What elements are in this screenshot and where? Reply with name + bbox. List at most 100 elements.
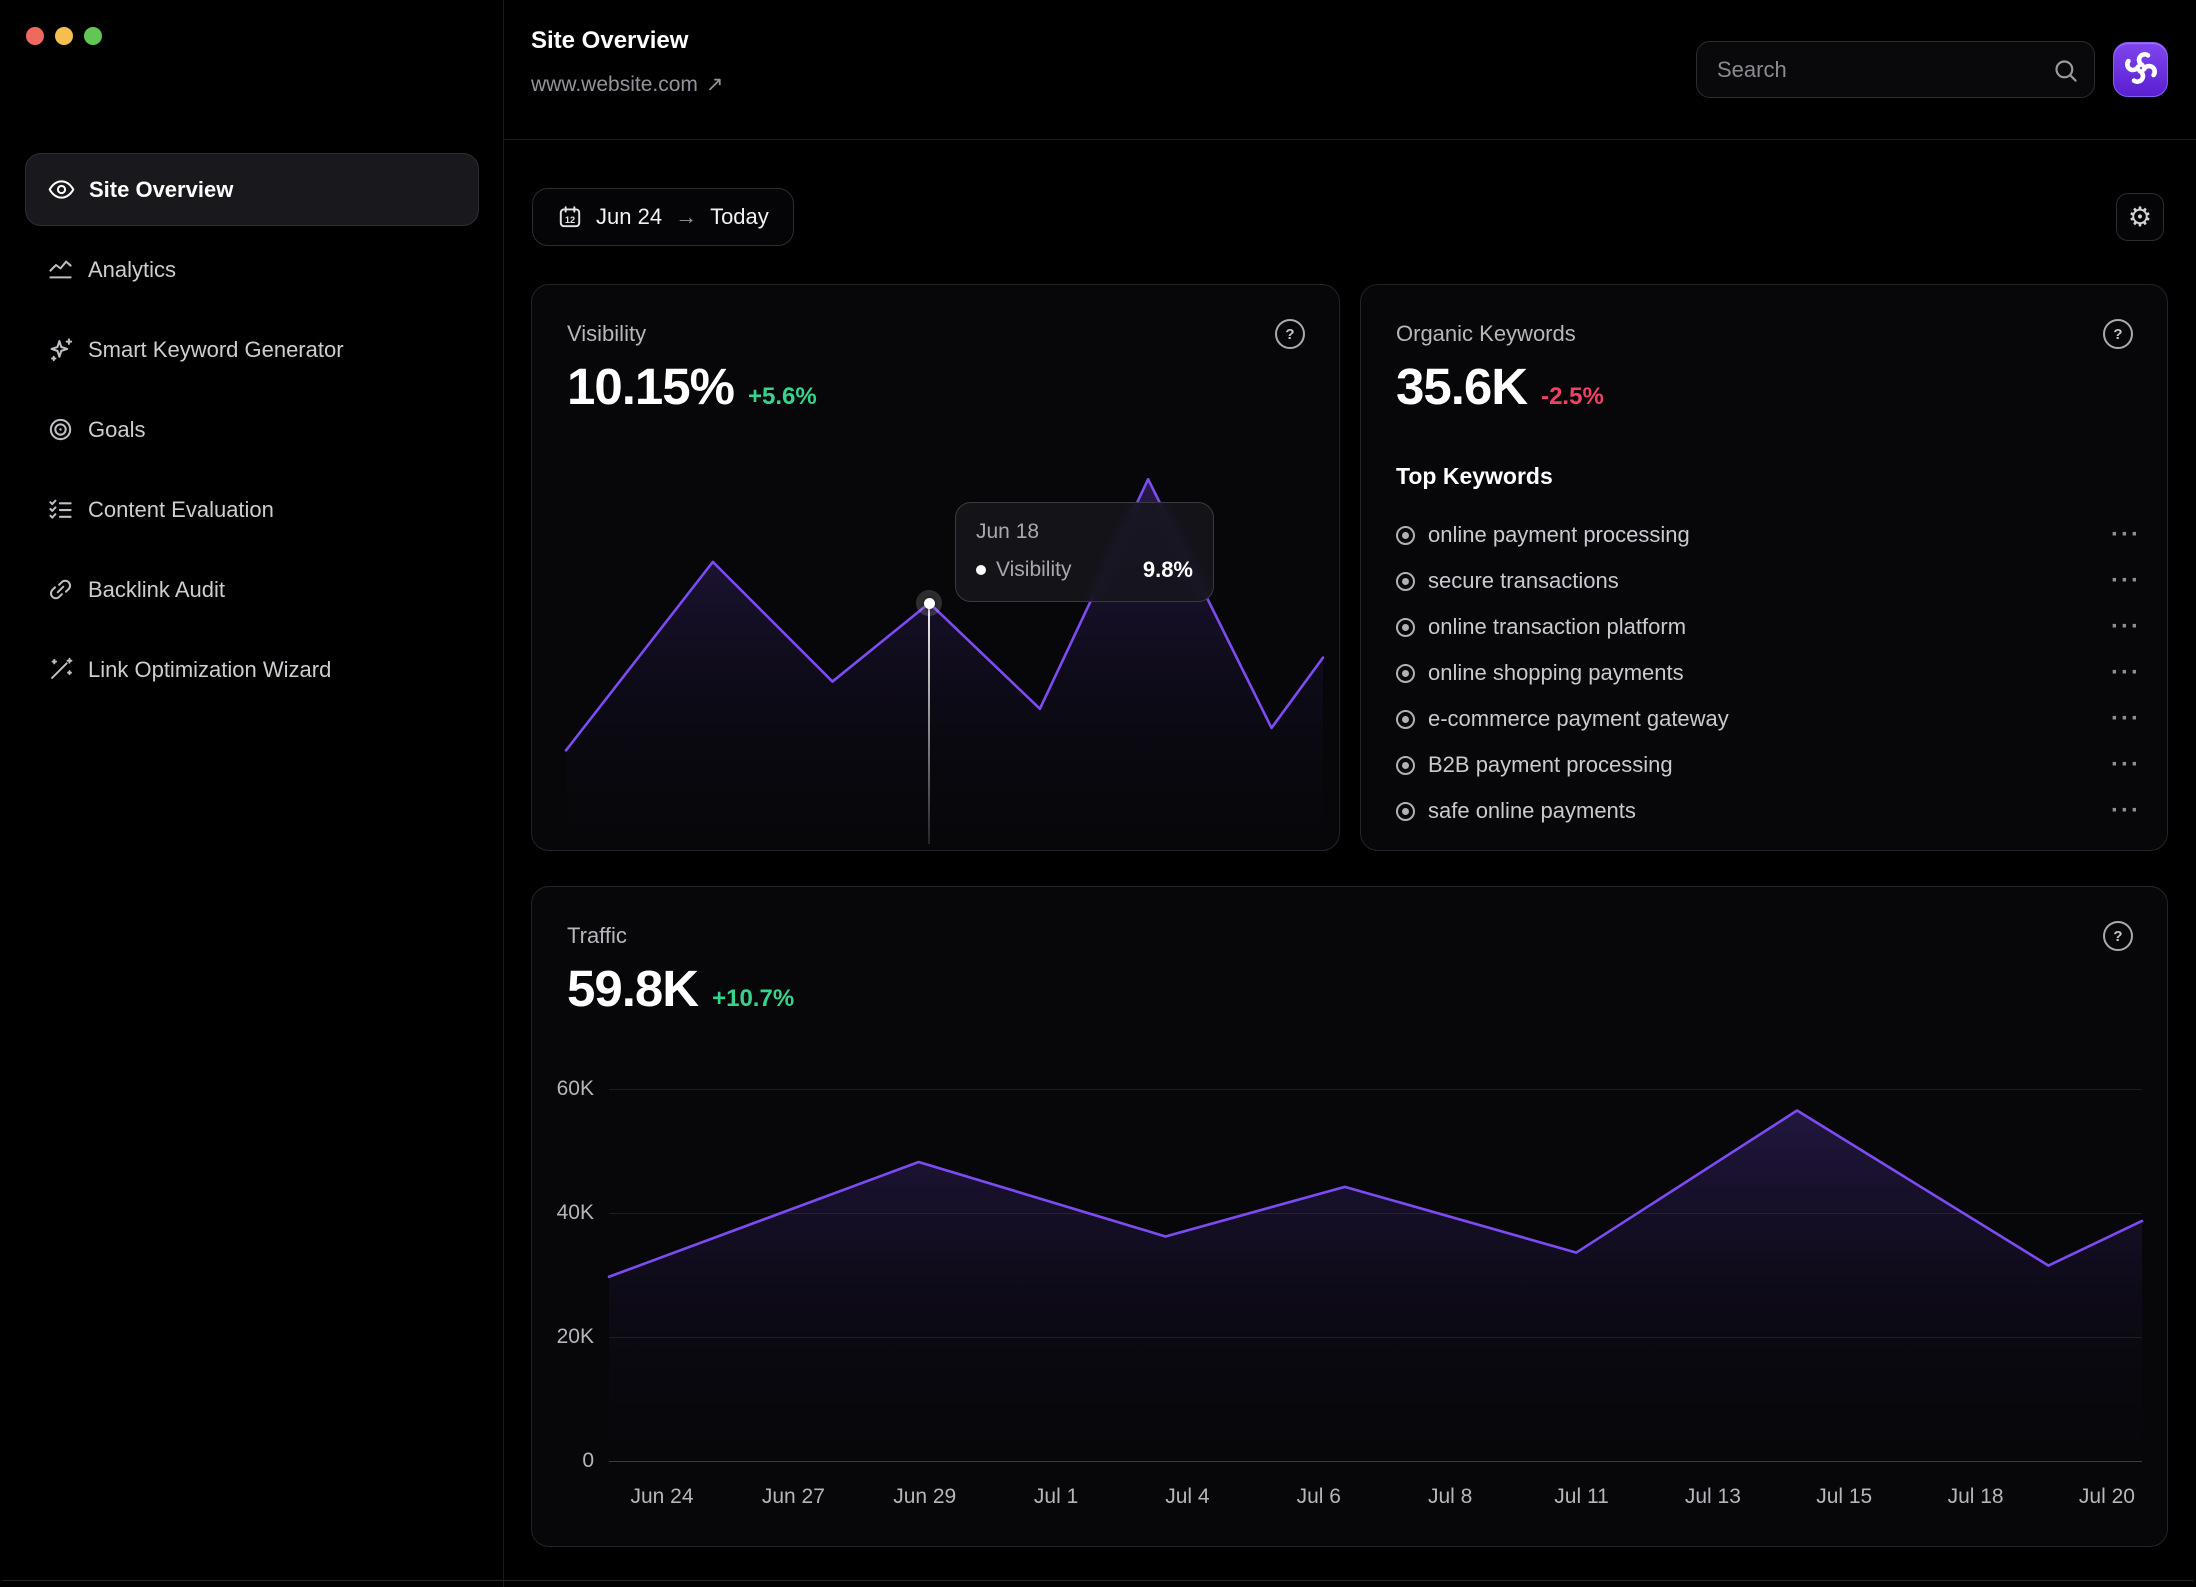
- x-tick-label: Jun 29: [893, 1485, 957, 1508]
- target-icon: [47, 416, 74, 443]
- date-range-start: Jun 24: [596, 204, 663, 229]
- x-tick-label: Jul 11: [1554, 1485, 1609, 1508]
- link-icon: [47, 576, 74, 603]
- sidebar-item-analytics[interactable]: Analytics: [25, 233, 479, 306]
- gridline: [609, 1461, 2142, 1462]
- wand-sparkles-icon: [47, 656, 74, 683]
- close-button[interactable]: [26, 27, 44, 45]
- sidebar-item-label: Goals: [88, 416, 146, 442]
- line-chart-icon: [47, 256, 74, 283]
- site-url: www.website.com: [531, 72, 698, 96]
- traffic-card-title: Traffic: [567, 923, 627, 948]
- gear-icon: ⚙: [2127, 201, 2153, 233]
- top-keywords-heading: Top Keywords: [1396, 463, 1553, 489]
- keyword-menu-ellipsis[interactable]: ···: [2111, 659, 2141, 686]
- organic-keywords-delta: -2.5%: [1541, 383, 1604, 410]
- help-icon[interactable]: ?: [2103, 921, 2133, 951]
- keyword-row[interactable]: online payment processing ···: [1396, 512, 2141, 558]
- x-tick-label: Jul 1: [1033, 1485, 1079, 1508]
- x-tick-label: Jul 13: [1684, 1485, 1741, 1508]
- minimize-button[interactable]: [55, 27, 73, 45]
- sparkles-icon: [47, 336, 74, 363]
- list-checks-icon: [47, 496, 74, 523]
- keyword-label: safe online payments: [1428, 798, 1636, 823]
- sidebar-item-label: Content Evaluation: [88, 496, 274, 522]
- window-controls: [26, 27, 102, 45]
- sidebar-item-label: Analytics: [88, 256, 177, 282]
- traffic-value: 59.8K: [567, 960, 699, 1017]
- keyword-row[interactable]: online shopping payments ···: [1396, 650, 2141, 696]
- window-bottom-edge: [0, 1580, 2196, 1587]
- target-dot-icon: [1396, 617, 1415, 637]
- target-dot-icon: [1396, 663, 1415, 683]
- visibility-value: 10.15%: [567, 358, 735, 415]
- keyword-label: secure transactions: [1428, 568, 1619, 593]
- sidebar-item-label: Backlink Audit: [88, 576, 225, 602]
- header-divider: [504, 139, 2196, 140]
- x-tick-label: Jul 15: [1816, 1485, 1873, 1508]
- y-tick-label: 20K: [556, 1324, 594, 1348]
- keywords-list: online payment processing ··· secure trans…: [1396, 512, 2141, 834]
- sidebar-item-label: Smart Keyword Generator: [88, 336, 344, 362]
- sidebar-item-backlink-audit[interactable]: Backlink Audit: [25, 553, 479, 626]
- tooltip-value: 9.8%: [1142, 557, 1193, 582]
- settings-button[interactable]: ⚙: [2116, 193, 2164, 241]
- sidebar-item-goals[interactable]: Goals: [25, 393, 479, 466]
- sidebar-item-label: Site Overview: [89, 176, 234, 202]
- visibility-card-title: Visibility: [567, 321, 647, 346]
- keyword-row[interactable]: online transaction platform ···: [1396, 604, 2141, 650]
- keyword-menu-ellipsis[interactable]: ···: [2111, 521, 2141, 548]
- help-icon[interactable]: ?: [2103, 319, 2133, 349]
- keyword-label: online transaction platform: [1428, 614, 1687, 639]
- organic-keywords-card: Organic Keywords ? 35.6K -2.5% Top Keywo…: [1360, 284, 2168, 851]
- target-dot-icon: [1396, 801, 1415, 821]
- keyword-row[interactable]: safe online payments ···: [1396, 788, 2141, 834]
- keyword-label: online shopping payments: [1428, 660, 1684, 685]
- keyword-menu-ellipsis[interactable]: ···: [2111, 705, 2141, 732]
- target-dot-icon: [1396, 571, 1415, 591]
- sidebar: Site Overview Analytics Smart Keyword Gene…: [0, 0, 504, 1587]
- search-input[interactable]: [1697, 42, 2094, 97]
- help-icon[interactable]: ?: [1275, 319, 1305, 349]
- keyword-label: B2B payment processing: [1428, 752, 1673, 777]
- x-tick-label: Jul 8: [1427, 1485, 1473, 1508]
- y-tick-label: 40K: [556, 1200, 594, 1224]
- pinwheel-logo-icon: [2123, 50, 2159, 89]
- organic-keywords-value: 35.6K: [1396, 358, 1528, 415]
- search-box: [1696, 41, 2095, 98]
- gridline: [609, 1088, 2142, 1090]
- keyword-menu-ellipsis[interactable]: ···: [2111, 613, 2141, 640]
- x-tick-label: Jun 24: [630, 1485, 694, 1508]
- keyword-row[interactable]: B2B payment processing ···: [1396, 742, 2141, 788]
- tooltip-date: Jun 18: [976, 520, 1040, 543]
- external-link-icon: ↗: [705, 73, 724, 96]
- x-tick-label: Jun 27: [761, 1485, 825, 1508]
- site-url-link[interactable]: www.website.com ↗: [531, 72, 724, 97]
- x-tick-label: Jul 20: [2078, 1485, 2135, 1508]
- keyword-menu-ellipsis[interactable]: ···: [2111, 567, 2141, 594]
- sidebar-item-content-evaluation[interactable]: Content Evaluation: [25, 473, 479, 546]
- keyword-menu-ellipsis[interactable]: ···: [2111, 797, 2141, 824]
- sidebar-item-site-overview[interactable]: Site Overview: [25, 153, 479, 226]
- keyword-row[interactable]: e-commerce payment gateway ···: [1396, 696, 2141, 742]
- zoom-button[interactable]: [84, 27, 102, 45]
- eye-icon: [48, 176, 75, 203]
- date-range-picker[interactable]: 12 Jun 24 → Today: [532, 188, 794, 246]
- target-dot-icon: [1396, 709, 1415, 729]
- traffic-card: Traffic ? 59.8K +10.7% 60K 40K 20K 0 Jun 24 J…: [531, 886, 2168, 1547]
- app-logo-button[interactable]: [2113, 42, 2168, 97]
- visibility-card: Visibility ? 10.15% +5.6% Jun 18 Visibil…: [531, 284, 1340, 851]
- keyword-row[interactable]: secure transactions ···: [1396, 558, 2141, 604]
- keyword-menu-ellipsis[interactable]: ···: [2111, 751, 2141, 778]
- sidebar-nav: Site Overview Analytics Smart Keyword Gene…: [25, 153, 479, 713]
- chart-tooltip: Jun 18 Visibility 9.8%: [955, 502, 1214, 602]
- y-tick-label: 60K: [556, 1076, 594, 1100]
- search-icon: [2052, 57, 2079, 84]
- svg-text:12: 12: [565, 215, 575, 225]
- calendar-icon: 12: [557, 204, 583, 230]
- page-title: Site Overview: [531, 27, 689, 54]
- x-tick-label: Jul 6: [1296, 1485, 1341, 1508]
- sidebar-item-link-optimization-wizard[interactable]: Link Optimization Wizard: [25, 633, 479, 706]
- traffic-area-chart[interactable]: [609, 1064, 2142, 1461]
- sidebar-item-smart-keyword-generator[interactable]: Smart Keyword Generator: [25, 313, 479, 386]
